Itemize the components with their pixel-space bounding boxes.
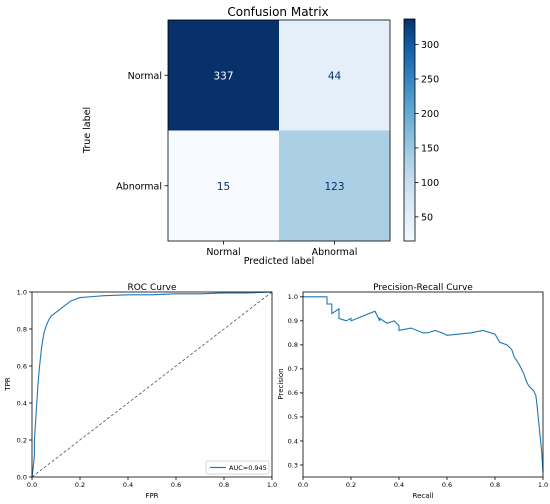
- roc-series-line-0: [31, 291, 273, 478]
- pr-xtick-label: 0.2: [346, 481, 356, 489]
- roc-xtick-label: 1.0: [267, 481, 277, 489]
- roc-legend-box: [205, 460, 270, 475]
- pr-title: Precision-Recall Curve: [373, 283, 473, 293]
- pr-lines: [303, 296, 544, 473]
- roc-title: ROC Curve: [127, 283, 176, 293]
- roc-xtick-label: 0.4: [123, 481, 133, 489]
- roc-ytick-label: 0.4: [17, 399, 27, 407]
- cm-cell: [279, 130, 390, 241]
- roc-ytick-label: 0.8: [17, 325, 27, 333]
- cm-ytick-label: Normal: [128, 71, 162, 82]
- roc-ytick-label: 0.2: [17, 436, 27, 444]
- colorbar-ticks: 50 100 150 200 250 300: [415, 40, 439, 223]
- confusion-matrix-ylabel: True label: [82, 107, 93, 154]
- roc-legend-label: AUC=0.945: [229, 464, 267, 472]
- cm-xtick-label: Abnormal: [312, 247, 358, 258]
- confusion-matrix-frame: [167, 19, 391, 242]
- roc-lines: [31, 291, 273, 478]
- roc-ytick-label: 1.0: [17, 288, 27, 296]
- cm-cell-value: 337: [213, 70, 233, 82]
- cm-cell-value: 123: [324, 181, 344, 193]
- roc-panel: ROC Curve 0.0 0.2 0.4 0.6 0.8 1.0 0.0 0.2 0.4 0.6…: [4, 283, 277, 500]
- cm-cell: [279, 20, 390, 131]
- roc-xtick-label: 0.6: [171, 481, 181, 489]
- confusion-matrix-cells: 337 44 15 123: [168, 20, 390, 241]
- pr-ytick-label: 0.6: [288, 389, 298, 397]
- cm-cell-value: 44: [328, 70, 342, 82]
- pr-ytick-label: 0.8: [288, 341, 298, 349]
- pr-panel: Precision-Recall Curve 0.0 0.2 0.4 0.6 0.8 1.…: [277, 283, 548, 500]
- roc-xtick-label: 0.8: [219, 481, 229, 489]
- colorbar-tick-label: 50: [421, 212, 433, 223]
- colorbar-tick-label: 250: [421, 74, 439, 85]
- pr-xlabel: Recall: [413, 492, 434, 500]
- colorbar-tick-label: 200: [421, 109, 439, 120]
- pr-ytick-label: 1.0: [288, 293, 298, 301]
- pr-xtick-label: 1.0: [538, 481, 548, 489]
- roc-ytick-label: 0.0: [17, 473, 27, 481]
- confusion-matrix-xlabel: Predicted label: [244, 256, 315, 267]
- roc-ylabel: TPR: [4, 377, 12, 391]
- pr-ticks: 0.0 0.2 0.4 0.6 0.8 1.0 0.3 0.4 0.5 0.6 0.7 0.8 0.9 1…: [288, 293, 549, 489]
- roc-series-line-chance: [31, 291, 273, 478]
- cm-cell-value: 15: [217, 181, 230, 193]
- pr-series-line-0: [303, 296, 544, 473]
- roc-xlabel: FPR: [145, 492, 158, 500]
- roc-ticks: 0.0 0.2 0.4 0.6 0.8 1.0 0.0 0.2 0.4 0.6 0.8 1.0: [17, 288, 278, 489]
- confusion-matrix-ticks: Normal Abnormal Normal Abnormal: [116, 71, 357, 258]
- colorbar-tick-label: 150: [421, 143, 439, 154]
- cm-ytick-label: Abnormal: [116, 181, 162, 192]
- pr-xtick-label: 0.8: [490, 481, 500, 489]
- roc-frame: [31, 291, 273, 478]
- roc-legend: AUC=0.945: [205, 460, 270, 475]
- roc-xtick-label: 0.0: [27, 481, 37, 489]
- colorbar-tick-label: 100: [421, 178, 439, 189]
- roc-xtick-label: 0.2: [75, 481, 85, 489]
- pr-ylabel: Precision: [277, 368, 285, 399]
- pr-ytick-label: 0.7: [288, 365, 298, 373]
- cm-cell: [168, 130, 279, 241]
- cm-xtick-label: Normal: [206, 247, 240, 258]
- colorbar: [403, 18, 416, 242]
- pr-ytick-label: 0.9: [288, 317, 298, 325]
- pr-ytick-label: 0.5: [288, 413, 298, 421]
- confusion-matrix-title: Confusion Matrix: [227, 5, 328, 19]
- pr-frame: [302, 291, 544, 478]
- pr-xtick-label: 0.4: [394, 481, 404, 489]
- pr-xtick-label: 0.0: [298, 481, 308, 489]
- confusion-matrix-panel: Confusion Matrix 337 44 15 123 Normal Abnorm…: [82, 5, 439, 267]
- cm-cell: [168, 20, 279, 131]
- pr-ytick-label: 0.4: [288, 437, 298, 445]
- pr-xtick-label: 0.6: [442, 481, 452, 489]
- pr-ytick-label: 0.3: [288, 461, 298, 469]
- roc-ytick-label: 0.6: [17, 362, 27, 370]
- colorbar-tick-label: 300: [421, 40, 439, 51]
